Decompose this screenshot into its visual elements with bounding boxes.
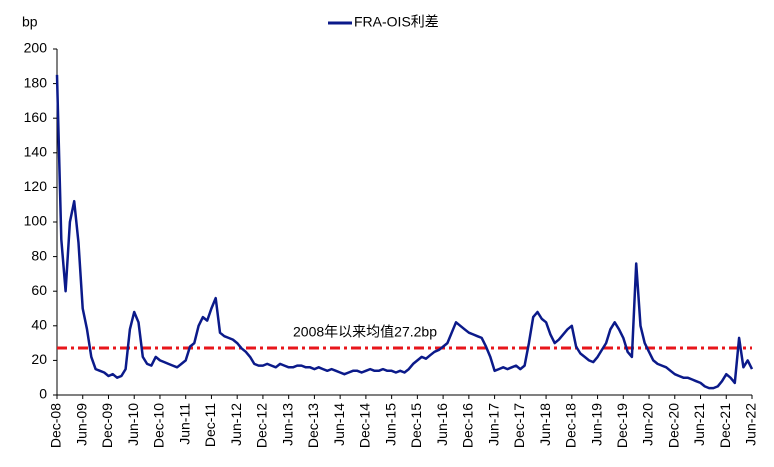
reference-label: 2008年以来均值27.2bp: [293, 324, 437, 340]
x-tick-label: Dec-14: [357, 403, 373, 448]
x-tick-label: Dec-15: [408, 403, 424, 448]
x-tick-label: Dec-20: [665, 403, 681, 448]
x-tick-label: Dec-21: [717, 403, 733, 448]
x-tick-label: Jun-20: [640, 403, 656, 446]
x-tick-label: Jun-12: [228, 403, 244, 446]
x-tick-label: Jun-10: [125, 403, 141, 446]
legend-label: FRA-OIS利差: [354, 14, 439, 30]
x-tick-label: Jun-19: [588, 403, 604, 446]
x-tick-label: Jun-15: [382, 403, 398, 446]
x-tick-label: Jun-09: [73, 403, 89, 446]
x-tick-label: Jun-14: [331, 403, 347, 446]
x-tick-label: Jun-16: [434, 403, 450, 446]
x-tick-label: Dec-17: [511, 403, 527, 448]
y-tick-label: 0: [39, 386, 47, 402]
x-tick-label: Jun-21: [691, 403, 707, 446]
y-tick-label: 60: [31, 282, 47, 298]
x-tick-label: Dec-10: [151, 403, 167, 448]
x-tick-label: Jun-17: [485, 403, 501, 446]
y-tick-label: 80: [31, 247, 47, 263]
y-tick-label: 120: [24, 178, 48, 194]
y-tick-label: 20: [31, 351, 47, 367]
x-tick-label: Jun-22: [743, 403, 759, 446]
x-tick-label: Dec-16: [460, 403, 476, 448]
x-tick-label: Dec-08: [48, 403, 64, 448]
x-tick-label: Jun-18: [537, 403, 553, 446]
y-tick-label: 40: [31, 317, 47, 333]
x-tick-label: Dec-09: [99, 403, 115, 448]
x-tick-label: Dec-11: [202, 403, 218, 447]
x-tick-label: Dec-13: [305, 403, 321, 448]
y-tick-label: 140: [24, 144, 48, 160]
x-tick-label: Dec-12: [254, 403, 270, 448]
x-tick-label: Jun-11: [176, 403, 192, 445]
y-tick-label: 100: [24, 213, 48, 229]
series-line: [55, 74, 754, 390]
y-axis-label: bp: [22, 14, 38, 30]
x-tick-label: Jun-13: [279, 403, 295, 446]
x-tick-label: Dec-18: [563, 403, 579, 448]
y-tick-label: 180: [24, 74, 48, 90]
y-tick-label: 200: [24, 40, 48, 56]
x-tick-label: Dec-19: [614, 403, 630, 448]
y-tick-label: 160: [24, 109, 48, 125]
